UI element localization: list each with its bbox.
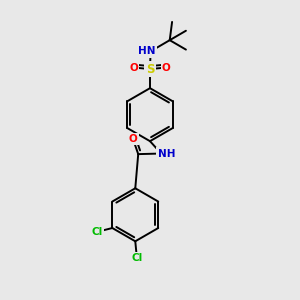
Text: Cl: Cl [91,226,102,237]
Text: Cl: Cl [131,253,142,263]
Text: HN: HN [138,46,156,56]
Text: O: O [162,63,171,73]
Text: S: S [146,62,154,76]
Text: O: O [129,63,138,73]
Text: NH: NH [158,148,175,158]
Text: O: O [128,134,137,144]
